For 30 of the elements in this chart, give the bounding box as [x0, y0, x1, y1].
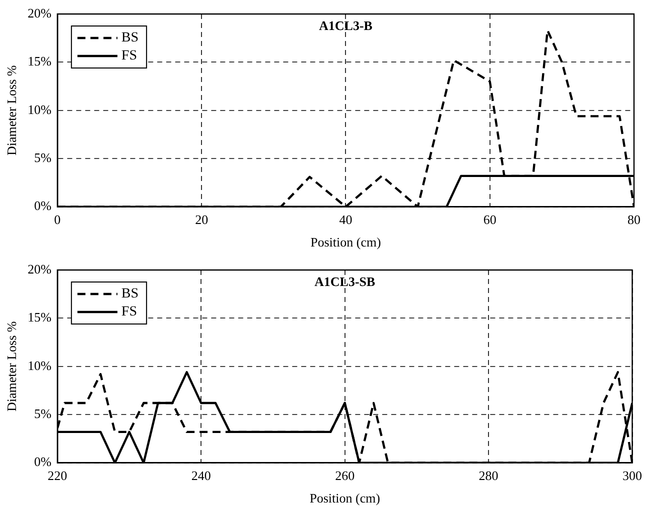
y-axis-title: Diameter Loss % [4, 65, 20, 156]
y-tick-label: 0% [34, 454, 52, 470]
x-axis-title: Position (cm) [310, 490, 380, 506]
y-tick-label: 5% [34, 150, 52, 166]
y-tick-label: 20% [28, 5, 52, 20]
legend-label: FS [121, 48, 138, 64]
x-tick-label: 240 [191, 468, 211, 484]
y-tick-label: 10% [28, 358, 52, 373]
legend-label: BS [121, 286, 139, 302]
y-tick-label: 15% [28, 310, 52, 325]
x-tick-label: 20 [195, 212, 208, 228]
legend-label: FS [121, 304, 138, 320]
y-tick-label: 15% [28, 54, 52, 69]
x-axis-title: Position (cm) [310, 234, 381, 250]
y-tick-label: 10% [28, 102, 52, 117]
x-tick-label: 260 [335, 468, 355, 484]
chart-title: A1CL3-SB [314, 274, 376, 289]
x-tick-label: 60 [483, 212, 496, 228]
y-axis-title: Diameter Loss % [4, 321, 20, 412]
chart-title: A1CL3-B [318, 18, 373, 33]
x-tick-label: 300 [622, 468, 642, 484]
x-tick-label: 220 [48, 468, 68, 484]
x-tick-label: 80 [628, 212, 640, 228]
legend-label: BS [121, 30, 139, 46]
x-tick-label: 280 [478, 468, 498, 484]
y-tick-label: 0% [34, 198, 52, 214]
y-tick-label: 5% [34, 406, 52, 422]
x-tick-label: 40 [339, 212, 352, 228]
y-tick-label: 20% [28, 261, 52, 276]
x-tick-label: 0 [54, 212, 61, 228]
